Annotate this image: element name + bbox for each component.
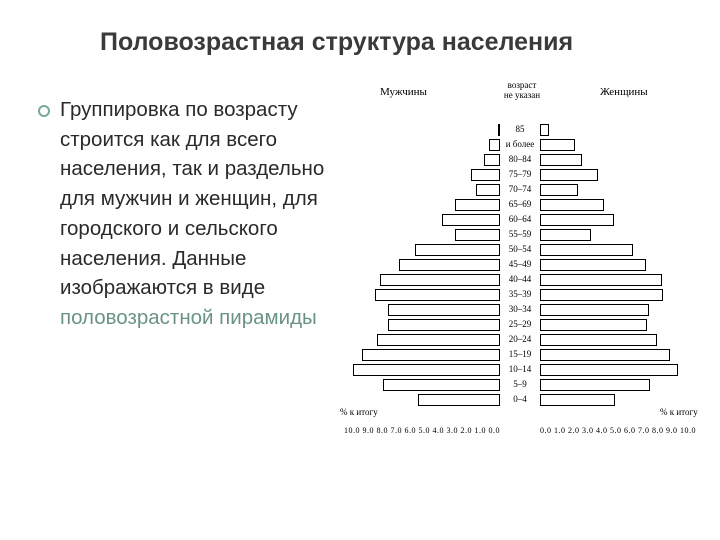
xaxis-left: 10.0 9.0 8.0 7.0 6.0 5.0 4.0 3.0 2.0 1.0… [344, 426, 500, 435]
age-label: 20–24 [500, 335, 540, 344]
age-label: 80–84 [500, 155, 540, 164]
pyramid-row: 0–4 [340, 392, 700, 407]
pyramid-row: 30–34 [340, 302, 700, 317]
age-label: 25–29 [500, 320, 540, 329]
age-label: 5–9 [500, 380, 540, 389]
bar-right [540, 123, 700, 137]
pyramid-row: 5–9 [340, 377, 700, 392]
bar-left [340, 153, 500, 167]
bar-left [340, 333, 500, 347]
page-title: Половозрастная структура населения [100, 28, 680, 57]
chart-header-center-1: возраст [502, 80, 542, 90]
pyramid-row: 35–39 [340, 287, 700, 302]
bar-left [340, 303, 500, 317]
age-label: 85 [500, 125, 540, 134]
chart-header-center-2: не указан [500, 90, 544, 100]
pyramid-row: 15–19 [340, 347, 700, 362]
bar-right [540, 243, 700, 257]
bar-right [540, 363, 700, 377]
bar-left [340, 378, 500, 392]
pyramid-row: 70–74 [340, 182, 700, 197]
age-label: 0–4 [500, 395, 540, 404]
bar-left [340, 273, 500, 287]
para-text: Группировка по возрасту строится как для… [60, 98, 324, 299]
xaxis-right: 0.0 1.0 2.0 3.0 4.0 5.0 6.0 7.0 8.0 9.0 … [540, 426, 696, 435]
pyramid-row: 20–24 [340, 332, 700, 347]
bar-left [340, 198, 500, 212]
bar-left [340, 288, 500, 302]
bar-right [540, 288, 700, 302]
bar-left [340, 318, 500, 332]
pyramid-row: 75–79 [340, 167, 700, 182]
pyramid-row: 55–59 [340, 227, 700, 242]
age-label: 55–59 [500, 230, 540, 239]
bar-left [340, 243, 500, 257]
bar-left [340, 348, 500, 362]
bar-right [540, 213, 700, 227]
bar-right [540, 318, 700, 332]
age-label: 15–19 [500, 350, 540, 359]
pyramid-row: 85 [340, 122, 700, 137]
bar-left [340, 123, 500, 137]
age-label: 40–44 [500, 275, 540, 284]
pyramid-row: и более [340, 137, 700, 152]
age-label: 45–49 [500, 260, 540, 269]
chart-header-right: Женщины [600, 86, 648, 98]
bar-left [340, 213, 500, 227]
footer-right: % к итогу [660, 407, 698, 417]
bar-left [340, 168, 500, 182]
pyramid-row: 25–29 [340, 317, 700, 332]
pyramid-bars: 85 и более 80–84 75–79 70–74 65–69 60–64 55–59 5… [340, 122, 700, 407]
pyramid-row: 10–14 [340, 362, 700, 377]
age-label: 70–74 [500, 185, 540, 194]
body-paragraph: Группировка по возрасту строится как для… [60, 95, 340, 333]
bullet-icon [38, 105, 50, 117]
pyramid-row: 50–54 [340, 242, 700, 257]
population-pyramid: Мужчины возраст не указан Женщины 85 и бо… [340, 80, 700, 500]
bar-right [540, 168, 700, 182]
bar-right [540, 348, 700, 362]
pyramid-row: 80–84 [340, 152, 700, 167]
age-label: и более [500, 140, 540, 149]
pyramid-row: 45–49 [340, 257, 700, 272]
age-label: 75–79 [500, 170, 540, 179]
bar-right [540, 228, 700, 242]
age-label: 60–64 [500, 215, 540, 224]
bar-right [540, 393, 700, 407]
bar-right [540, 378, 700, 392]
footer-left: % к итогу [340, 407, 378, 417]
bar-left [340, 183, 500, 197]
bar-right [540, 153, 700, 167]
age-label: 65–69 [500, 200, 540, 209]
bar-left [340, 228, 500, 242]
chart-header-left: Мужчины [380, 86, 427, 98]
bar-right [540, 138, 700, 152]
bar-right [540, 273, 700, 287]
bar-right [540, 183, 700, 197]
bar-left [340, 138, 500, 152]
age-label: 35–39 [500, 290, 540, 299]
bar-left [340, 363, 500, 377]
age-label: 10–14 [500, 365, 540, 374]
pyramid-row: 60–64 [340, 212, 700, 227]
bar-right [540, 303, 700, 317]
pyramid-row: 65–69 [340, 197, 700, 212]
age-label: 30–34 [500, 305, 540, 314]
para-highlight: половозрастной пирамиды [60, 306, 317, 329]
bar-left [340, 258, 500, 272]
bar-right [540, 333, 700, 347]
pyramid-row: 40–44 [340, 272, 700, 287]
bar-left [340, 393, 500, 407]
bar-right [540, 198, 700, 212]
bar-right [540, 258, 700, 272]
age-label: 50–54 [500, 245, 540, 254]
